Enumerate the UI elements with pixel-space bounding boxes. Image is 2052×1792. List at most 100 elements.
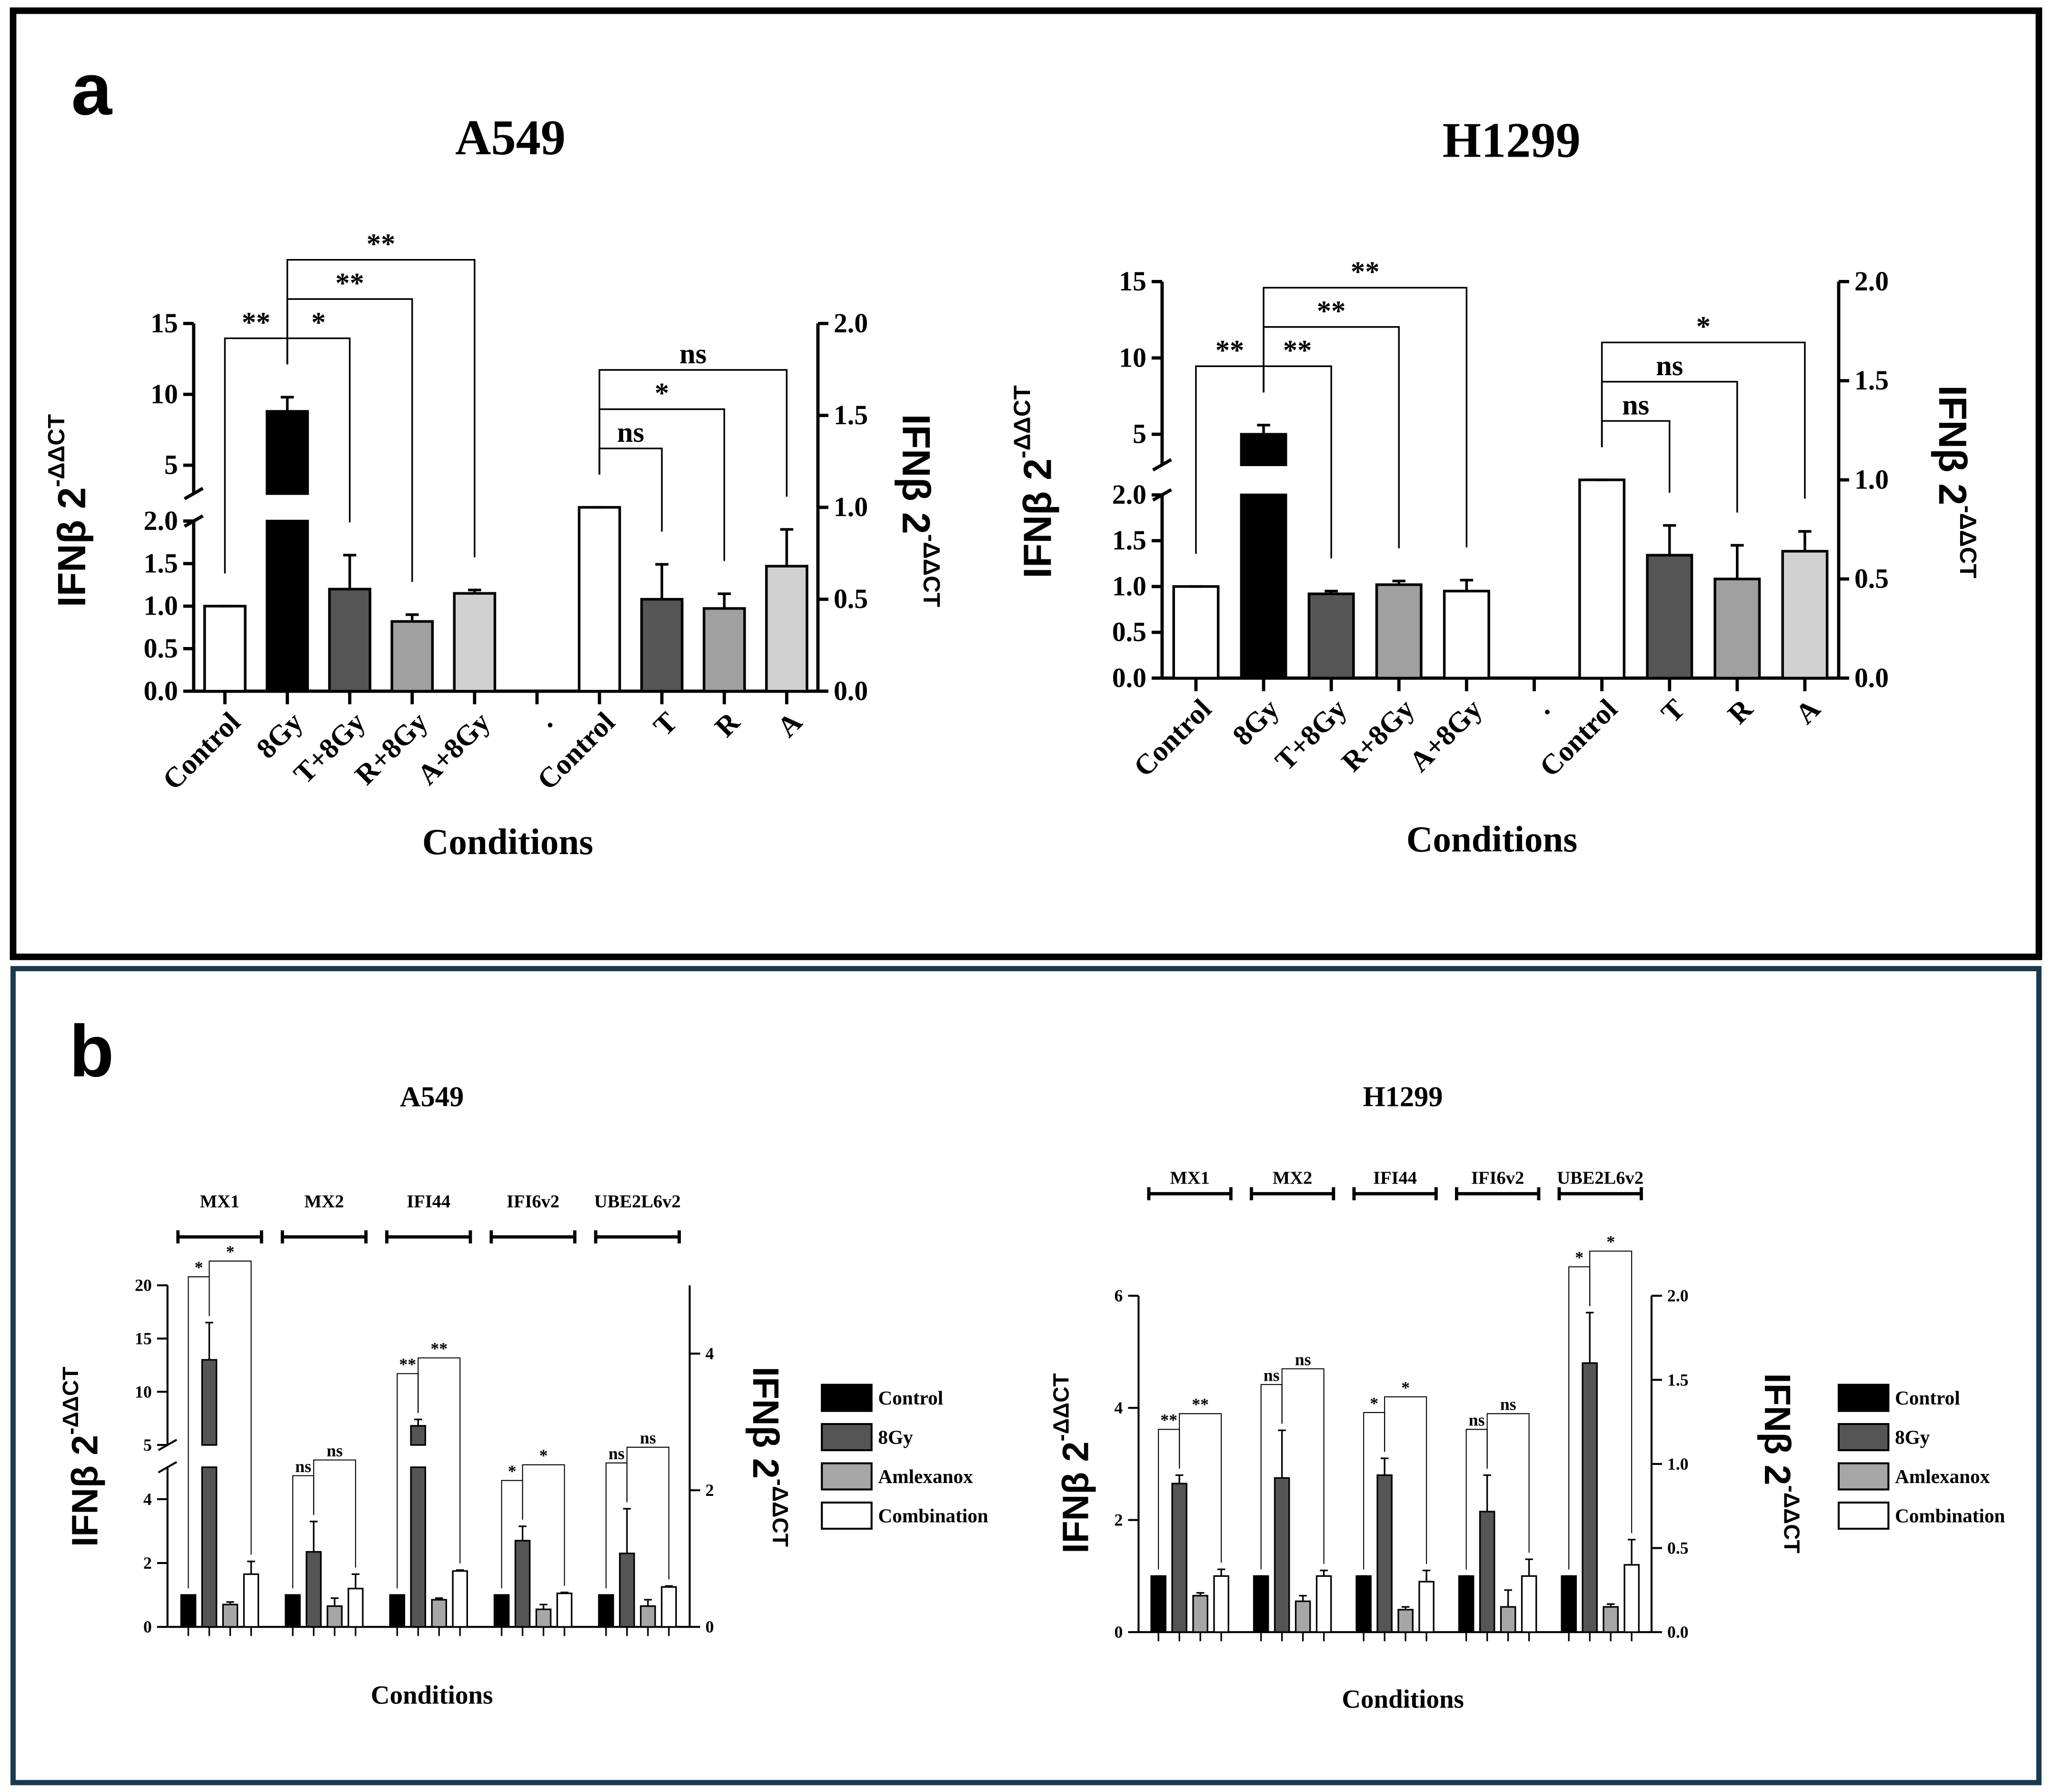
y2-tick-label: 2.0 [1667, 1286, 1689, 1305]
y2-tick-label: 0.5 [834, 584, 868, 614]
group-label: MX1 [1170, 1168, 1209, 1188]
significance-bracket [626, 1446, 669, 1580]
bar [1274, 1477, 1290, 1633]
bar [1458, 1575, 1474, 1633]
significance-label: * [195, 1258, 203, 1277]
bar [765, 565, 808, 693]
group-line [1352, 1187, 1438, 1201]
bar [201, 1466, 218, 1628]
bar [1171, 1483, 1187, 1633]
error-bar [518, 1525, 527, 1541]
significance-bracket [522, 1464, 565, 1586]
significance-label: ns [608, 1444, 625, 1463]
y-tick-label: 4 [143, 1490, 152, 1509]
y-tick-label: 2 [1115, 1511, 1123, 1530]
significance-label: ns [295, 1457, 311, 1476]
bar [1150, 1575, 1166, 1633]
significance-label: ns [640, 1428, 656, 1447]
bar [452, 1570, 468, 1628]
group-line [176, 1230, 263, 1244]
legend-swatch [1837, 1462, 1890, 1491]
bar [598, 1594, 614, 1628]
significance-label: ns [1500, 1395, 1516, 1414]
error-bar [1585, 1312, 1594, 1364]
bar [201, 1359, 218, 1446]
error-bar [205, 1322, 213, 1360]
bar [1397, 1609, 1414, 1633]
bar [389, 1594, 406, 1628]
error-bar [780, 528, 794, 567]
x-tick-label: A+8Gy [1403, 693, 1488, 778]
legend-label: Control [1895, 1387, 1960, 1409]
y-axis-title: IFNβ 2-ΔΔCT [745, 1367, 793, 1547]
bar [578, 506, 621, 693]
significance-bracket [1263, 287, 1468, 548]
y-axis-title-main: IFNβ 2 [1016, 458, 1060, 578]
bar [1240, 493, 1287, 680]
significance-label: * [1401, 1378, 1410, 1397]
axis-break [158, 1461, 178, 1473]
significance-label: ** [1215, 334, 1244, 366]
error-bar [247, 1561, 255, 1574]
error-bar [351, 1573, 360, 1589]
significance-label: ns [1469, 1411, 1485, 1430]
error-bar [330, 1597, 339, 1606]
y-axis-title-main: IFNβ 2 [894, 414, 938, 534]
error-bar [1627, 1539, 1636, 1565]
error-bar [1392, 579, 1405, 585]
legend-swatch [821, 1384, 873, 1412]
error-bar [414, 1418, 422, 1426]
significance-bracket [1384, 1396, 1427, 1564]
error-bar [343, 554, 357, 589]
significance-label: ** [367, 228, 395, 260]
legend-swatch [1837, 1423, 1890, 1452]
y2-tick-label: 0 [706, 1617, 714, 1636]
error-bar [1422, 1569, 1431, 1582]
legend-label: Amlexanox [878, 1465, 973, 1487]
bar [556, 1593, 573, 1628]
significance-label: ns [679, 338, 707, 370]
x-tick-label: R [1722, 693, 1759, 730]
bar [327, 1605, 343, 1628]
group-line [1250, 1187, 1335, 1201]
bar [1521, 1575, 1537, 1633]
bar [306, 1551, 322, 1628]
x-tick-label: T+8Gy [1269, 693, 1353, 777]
y2-tick-label: 1.0 [1667, 1454, 1689, 1473]
y2-tick-label: 2.0 [834, 309, 868, 338]
x-tick-label: R+8Gy [1335, 693, 1421, 778]
y-axis-title-main: IFNβ 2 [1757, 1373, 1798, 1485]
chart-title: A549 [400, 1081, 464, 1113]
y-tick-label: 15 [1119, 267, 1146, 297]
bar [1603, 1606, 1619, 1633]
error-bar [1299, 1594, 1307, 1602]
bar [640, 597, 684, 693]
bar [1253, 1575, 1269, 1633]
y-axis-title-sup: -ΔΔCT [1049, 1373, 1074, 1441]
error-bar [280, 396, 294, 412]
group-label: MX1 [200, 1192, 239, 1212]
significance-label: * [226, 1242, 235, 1261]
y-tick-label: 1.0 [1112, 571, 1146, 601]
y-axis-title-main: IFNβ 2 [50, 487, 94, 607]
panel-label: a [71, 48, 113, 130]
legend-label: Amlexanox [1895, 1465, 1990, 1487]
y-tick-label: 2.0 [144, 506, 178, 536]
y-tick-label: 15 [150, 309, 178, 338]
bar [619, 1553, 635, 1628]
error-bar [1278, 1429, 1286, 1478]
error-bar [644, 1599, 652, 1606]
y-tick-label: 20 [135, 1276, 152, 1295]
bar [180, 1594, 197, 1628]
bar [266, 410, 309, 495]
error-bar [1257, 424, 1270, 435]
x-axis-title: Conditions [422, 821, 593, 862]
y2-tick-label: 0.5 [1667, 1539, 1689, 1558]
bar [1172, 585, 1220, 680]
bar [1307, 592, 1355, 680]
legend-label: Control [878, 1387, 943, 1409]
significance-bracket [209, 1260, 252, 1555]
bar [1479, 1511, 1495, 1633]
error-bar [655, 563, 668, 599]
